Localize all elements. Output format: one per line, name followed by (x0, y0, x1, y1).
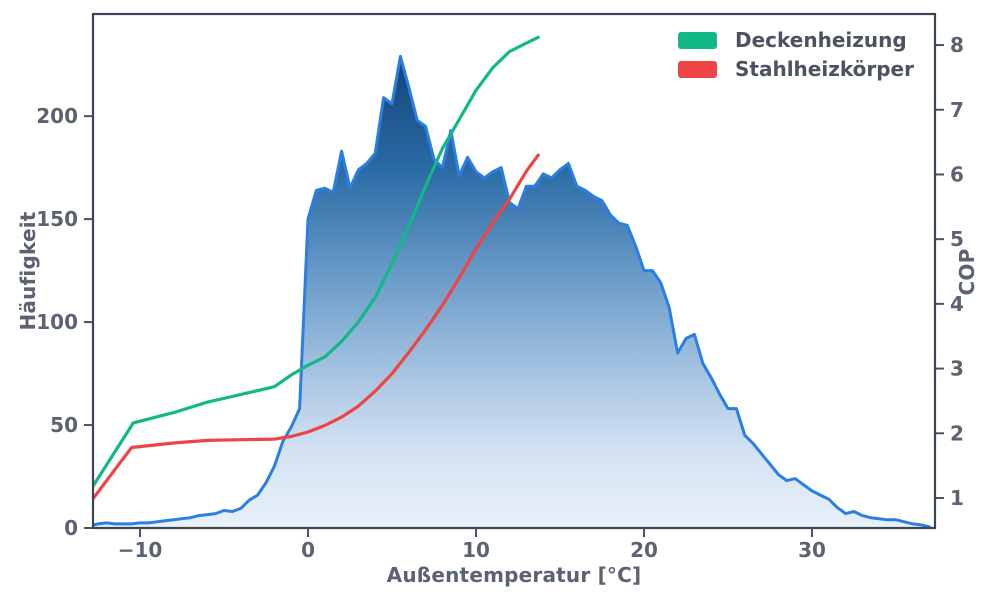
legend-label-stahlheizkoerper: Stahlheizkörper (735, 57, 914, 81)
cop-line-stahlheizkoerper (93, 153, 540, 502)
tick-marks (84, 44, 944, 537)
y-right-tick-label: 5 (950, 227, 964, 251)
y-left-tick-label: 200 (36, 104, 78, 128)
x-axis-label: Außentemperatur [°C] (386, 563, 642, 587)
y-right-tick-label: 6 (950, 162, 964, 186)
axes-spines (91, 12, 937, 530)
x-tick-label: 30 (798, 538, 826, 562)
legend-label-deckenheizung: Deckenheizung (735, 28, 907, 52)
cop-line-deckenheizung (93, 35, 540, 490)
y-left-tick-label: 50 (50, 413, 78, 437)
y-right-tick-label: 4 (950, 292, 964, 316)
x-tick-label: −10 (118, 538, 163, 562)
y-left-tick-label: 150 (36, 207, 78, 231)
y-left-tick-label: 0 (64, 516, 78, 540)
y-right-tick-label: 3 (950, 357, 964, 381)
legend: Deckenheizung Stahlheizkörper (678, 30, 914, 79)
y-right-tick-label: 2 (950, 421, 964, 445)
legend-item-stahlheizkoerper: Stahlheizkörper (678, 59, 914, 79)
stahlheizkoerper-swatch-icon (678, 60, 717, 78)
y-left-tick-label: 100 (36, 310, 78, 334)
y-right-tick-label: 8 (950, 33, 964, 57)
y-right-tick-label: 1 (950, 486, 964, 510)
y-right-tick-label: 7 (950, 98, 964, 122)
y-axis-label-right: COP (955, 248, 979, 296)
histogram-area (93, 56, 930, 528)
y-axis-label-left: Häufigkeit (16, 211, 40, 331)
plot-area (93, 35, 932, 528)
x-tick-label: 0 (301, 538, 315, 562)
x-tick-label: 10 (462, 538, 490, 562)
x-tick-label: 20 (630, 538, 658, 562)
deckenheizung-swatch-icon (678, 31, 717, 49)
histogram-line (93, 54, 932, 528)
legend-item-deckenheizung: Deckenheizung (678, 30, 914, 50)
tick-labels: −10 0 10 20 30 0 50 100 150 200 1 2 3 4 5 6 7 8 (36, 33, 964, 562)
